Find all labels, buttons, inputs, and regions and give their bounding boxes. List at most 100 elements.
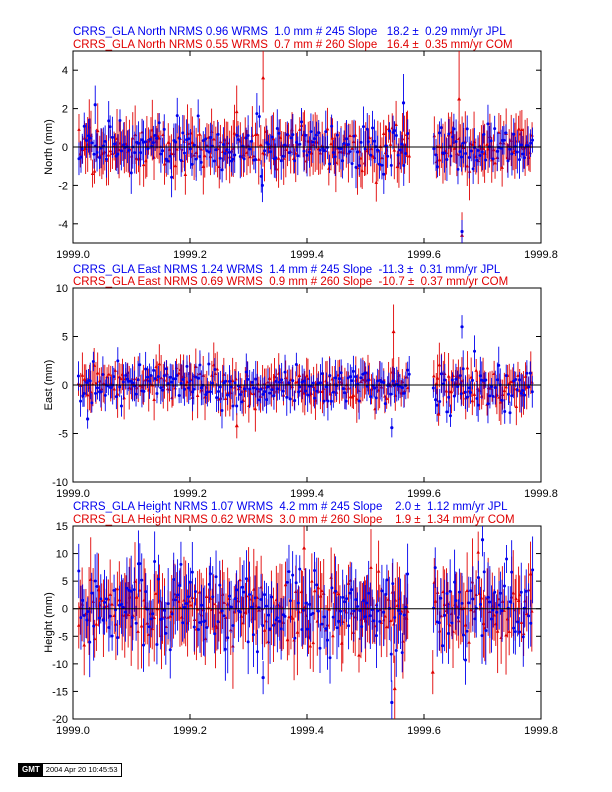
panel-height-jpl-point bbox=[519, 590, 523, 594]
panel-north-jpl-point bbox=[363, 147, 367, 151]
panel-north-com-point bbox=[325, 126, 330, 131]
panel-north-jpl-point bbox=[209, 135, 213, 139]
panel-east-jpl-point bbox=[350, 379, 354, 383]
panel-east-jpl-point bbox=[351, 369, 355, 373]
panel-height-jpl-point bbox=[238, 610, 242, 614]
panel-height-jpl-point bbox=[433, 566, 437, 570]
panel-east-jpl-point bbox=[171, 377, 175, 381]
panel-north-jpl-point bbox=[170, 175, 174, 179]
panel-east-jpl-point bbox=[459, 392, 463, 396]
panel-height-com-point bbox=[110, 602, 114, 606]
panel-height-jpl-point bbox=[261, 624, 265, 628]
panel-north-jpl-point bbox=[246, 134, 250, 138]
panel-north-jpl-point bbox=[345, 137, 349, 141]
panel-east-xtick-label: 1999.8 bbox=[524, 488, 558, 500]
panel-height-jpl-point bbox=[123, 610, 127, 614]
panel-north-jpl-point bbox=[235, 133, 239, 137]
panel-height-jpl-point bbox=[399, 612, 403, 616]
panel-east-jpl-point bbox=[85, 381, 89, 385]
panel-north-jpl-point bbox=[86, 134, 90, 138]
panel-north-com-point bbox=[298, 127, 302, 131]
panel-height-jpl-point bbox=[467, 601, 471, 605]
panel-height-jpl-point bbox=[296, 601, 300, 605]
panel-east-com-point bbox=[437, 362, 442, 367]
panel-north-com-point bbox=[201, 164, 206, 168]
panel-height-jpl-point bbox=[454, 599, 458, 603]
panel-height-jpl-point bbox=[142, 643, 146, 647]
panel-height-jpl-point bbox=[211, 595, 215, 599]
panel-north-jpl-point bbox=[346, 142, 350, 146]
panel-height-jpl-point bbox=[173, 598, 177, 602]
panel-north-com-point bbox=[197, 132, 202, 136]
panel-north-jpl-point bbox=[341, 159, 345, 163]
panel-north-jpl-point bbox=[442, 151, 446, 155]
panel-height-ytick-label: 10 bbox=[56, 549, 68, 561]
panel-north-jpl-point bbox=[298, 142, 302, 146]
panel-north-jpl-point bbox=[439, 126, 443, 130]
panel-east-jpl-point bbox=[198, 363, 202, 367]
panel-east-jpl-point bbox=[164, 367, 168, 371]
panel-east-jpl-point bbox=[407, 372, 411, 376]
panel-height-jpl-point bbox=[214, 575, 218, 579]
panel-height-jpl-point bbox=[334, 589, 338, 593]
panel-north-jpl-point bbox=[255, 112, 259, 116]
panel-north-com-point bbox=[497, 130, 501, 134]
panel-east-jpl-point bbox=[439, 372, 443, 376]
panel-height-com-point bbox=[94, 622, 99, 626]
panel-east-jpl-point bbox=[261, 392, 265, 396]
panel-north-jpl-point bbox=[322, 149, 326, 153]
panel-east-jpl-point bbox=[114, 395, 118, 399]
panel-north-jpl-point bbox=[482, 132, 486, 136]
panel-height-jpl-point bbox=[285, 580, 289, 584]
panel-north-jpl-point bbox=[372, 139, 376, 143]
panel-north-com-point bbox=[432, 133, 437, 138]
panel-height-jpl-point bbox=[272, 623, 276, 627]
panel-north-com-point bbox=[152, 155, 156, 159]
panel-east-jpl-point bbox=[118, 385, 122, 389]
panel-north-jpl-point bbox=[324, 130, 328, 134]
panel-height-jpl-point bbox=[360, 625, 364, 629]
panel-east-jpl-point bbox=[159, 386, 163, 390]
panel-height-jpl-point bbox=[205, 626, 209, 630]
panel-north-com-point bbox=[190, 140, 195, 145]
panel-east-jpl-point bbox=[291, 379, 295, 383]
panel-north-jpl-point bbox=[394, 133, 398, 137]
panel-height-com-point bbox=[389, 618, 393, 623]
panel-height-jpl-point bbox=[178, 584, 182, 588]
panel-east-jpl-point bbox=[435, 403, 439, 407]
panel-east-jpl-point bbox=[448, 414, 452, 418]
panel-north-jpl-point bbox=[478, 154, 482, 158]
panel-east-jpl-point bbox=[152, 368, 156, 372]
panel-east-com-point bbox=[95, 371, 100, 375]
panel-height-jpl-point bbox=[330, 586, 334, 590]
panel-north-jpl-point bbox=[114, 154, 118, 158]
panel-east-jpl-point bbox=[194, 375, 198, 379]
panel-height-jpl-point bbox=[374, 634, 378, 638]
panel-height-jpl-point bbox=[439, 596, 443, 600]
panel-north-jpl-point bbox=[201, 139, 205, 143]
panel-east-com-point bbox=[297, 373, 302, 378]
panel-east-jpl-point bbox=[136, 378, 140, 382]
panel-north-jpl-point bbox=[382, 172, 386, 176]
panel-north-jpl-point bbox=[118, 118, 122, 122]
panel-height-com-point bbox=[401, 639, 405, 643]
panel-height-jpl-point bbox=[505, 557, 509, 561]
panel-height-jpl-point bbox=[337, 619, 341, 623]
panel-east-jpl-point bbox=[329, 399, 333, 403]
panel-north-jpl-point bbox=[396, 153, 400, 157]
panel-height-jpl-point bbox=[512, 626, 516, 630]
panel-height-jpl-point bbox=[90, 591, 94, 595]
panel-height-com-point bbox=[495, 629, 500, 633]
panel-height-com-point bbox=[139, 624, 144, 628]
panel-height-jpl-point bbox=[160, 617, 164, 621]
panel-east-jpl-point bbox=[170, 380, 174, 384]
panel-north-jpl-point bbox=[277, 131, 281, 135]
panel-north-jpl-point bbox=[194, 157, 198, 161]
panel-east-jpl-point bbox=[134, 392, 138, 396]
panel-height-com-point bbox=[262, 628, 267, 632]
panel-north-jpl-point bbox=[339, 147, 343, 151]
panel-north-com-point bbox=[173, 163, 178, 168]
panel-east-com-point bbox=[85, 392, 90, 397]
panel-height-jpl-point bbox=[445, 591, 449, 595]
panel-north-com-point bbox=[360, 168, 364, 173]
